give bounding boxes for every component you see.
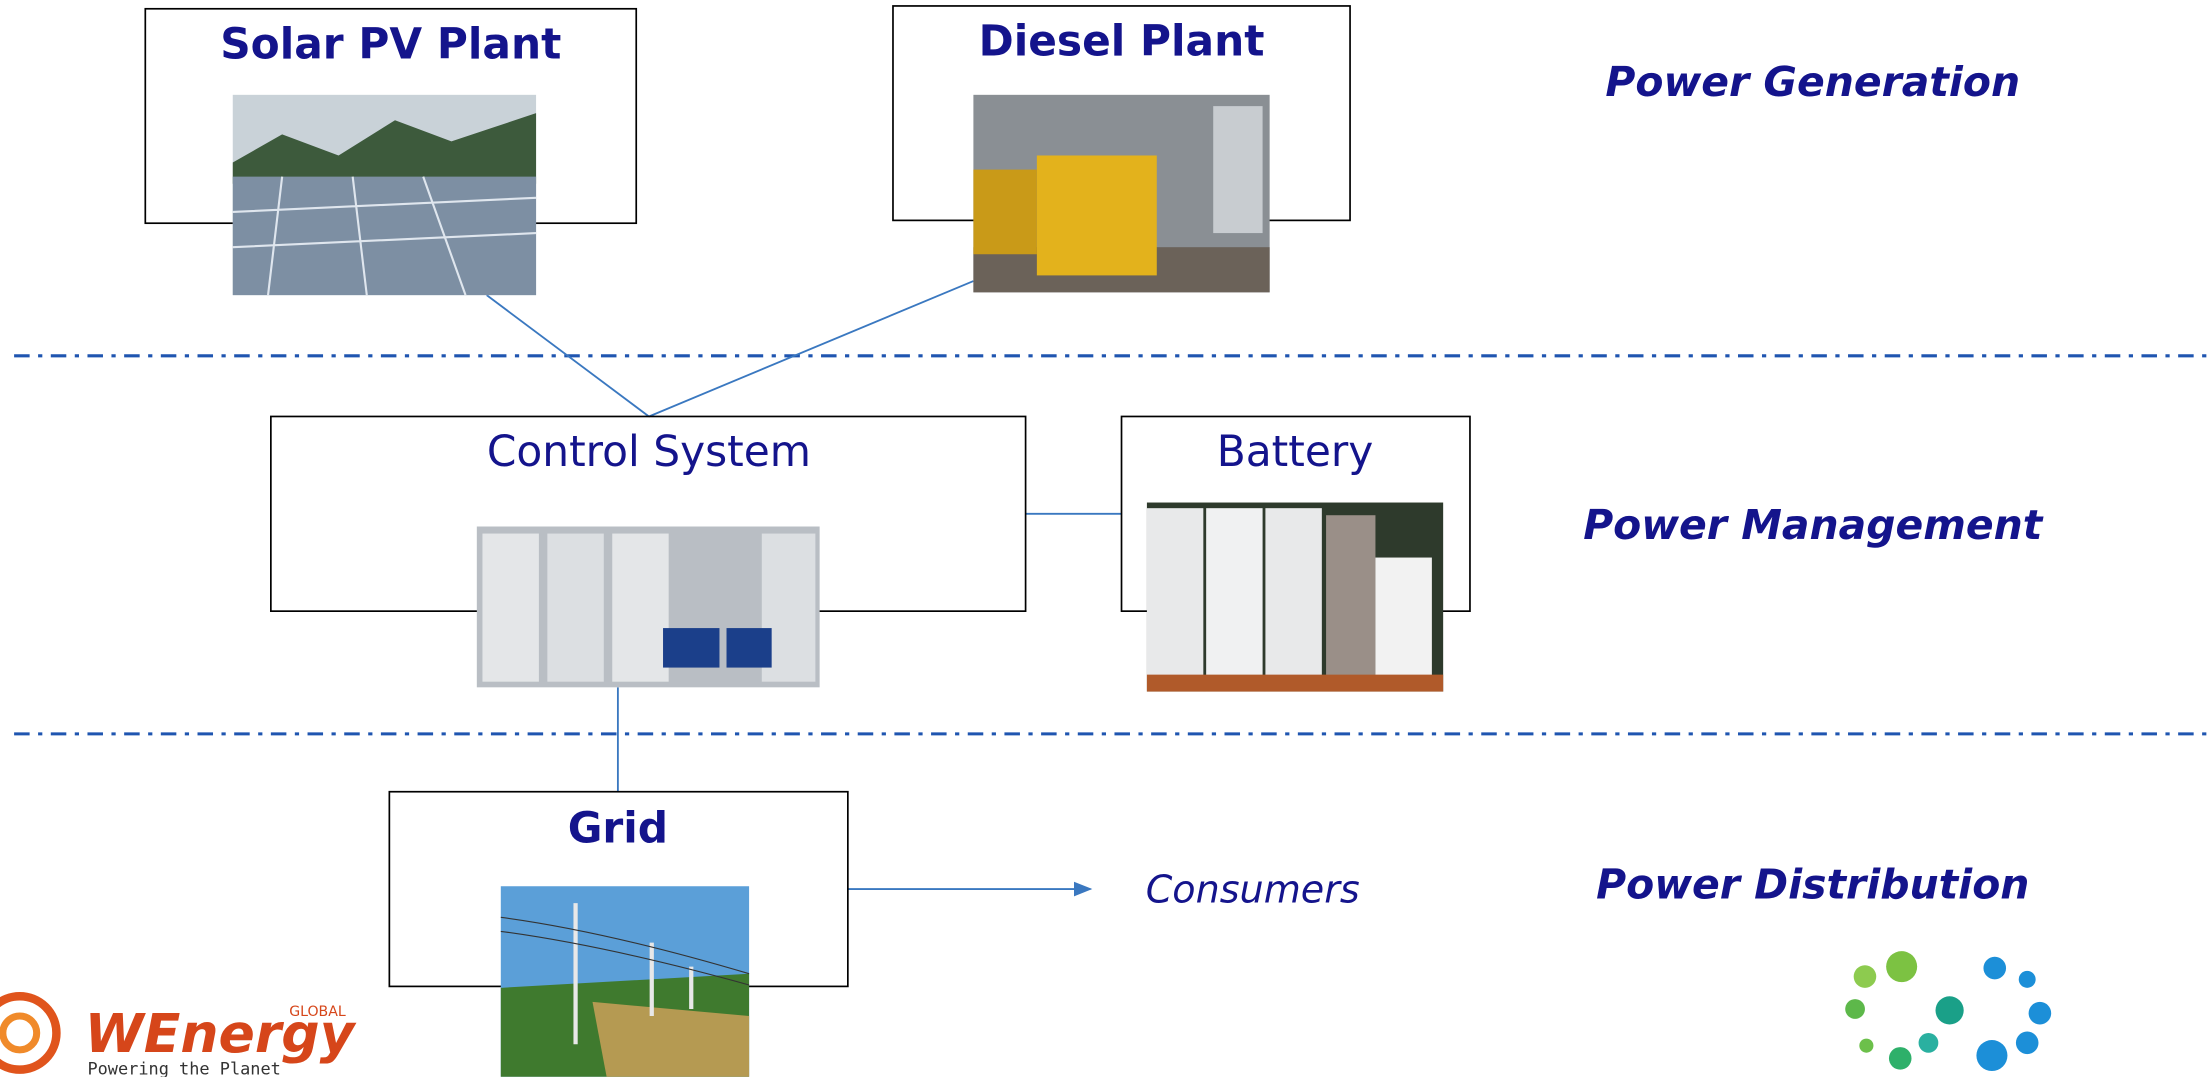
dots-logo bbox=[1845, 951, 2051, 1071]
node-title: Battery bbox=[1217, 427, 1374, 476]
solar-photo bbox=[233, 95, 536, 295]
node-title: Grid bbox=[568, 804, 668, 853]
diesel-photo bbox=[973, 95, 1269, 293]
logo-tag: GLOBAL bbox=[289, 1004, 346, 1020]
node-title: Diesel Plant bbox=[979, 17, 1265, 66]
battery-photo bbox=[1147, 503, 1443, 692]
consumers-label: Consumers bbox=[1146, 867, 1360, 911]
connector bbox=[487, 295, 649, 416]
node-title: Solar PV Plant bbox=[220, 19, 561, 68]
logo-slogan: Powering the Planet bbox=[87, 1059, 280, 1077]
diagram: Solar PV Plant Diesel Plant Power Genera… bbox=[0, 0, 2212, 1077]
layer-label: Power Distribution bbox=[1596, 861, 2029, 909]
grid-photo bbox=[501, 886, 749, 1076]
layer-label: Power Generation bbox=[1605, 58, 2020, 106]
node-title: Control System bbox=[487, 427, 811, 476]
logo: WEnergy GLOBAL Powering the Planet bbox=[0, 996, 357, 1077]
layer-label: Power Management bbox=[1583, 501, 2044, 549]
connector bbox=[649, 281, 973, 416]
control-photo bbox=[477, 527, 820, 688]
